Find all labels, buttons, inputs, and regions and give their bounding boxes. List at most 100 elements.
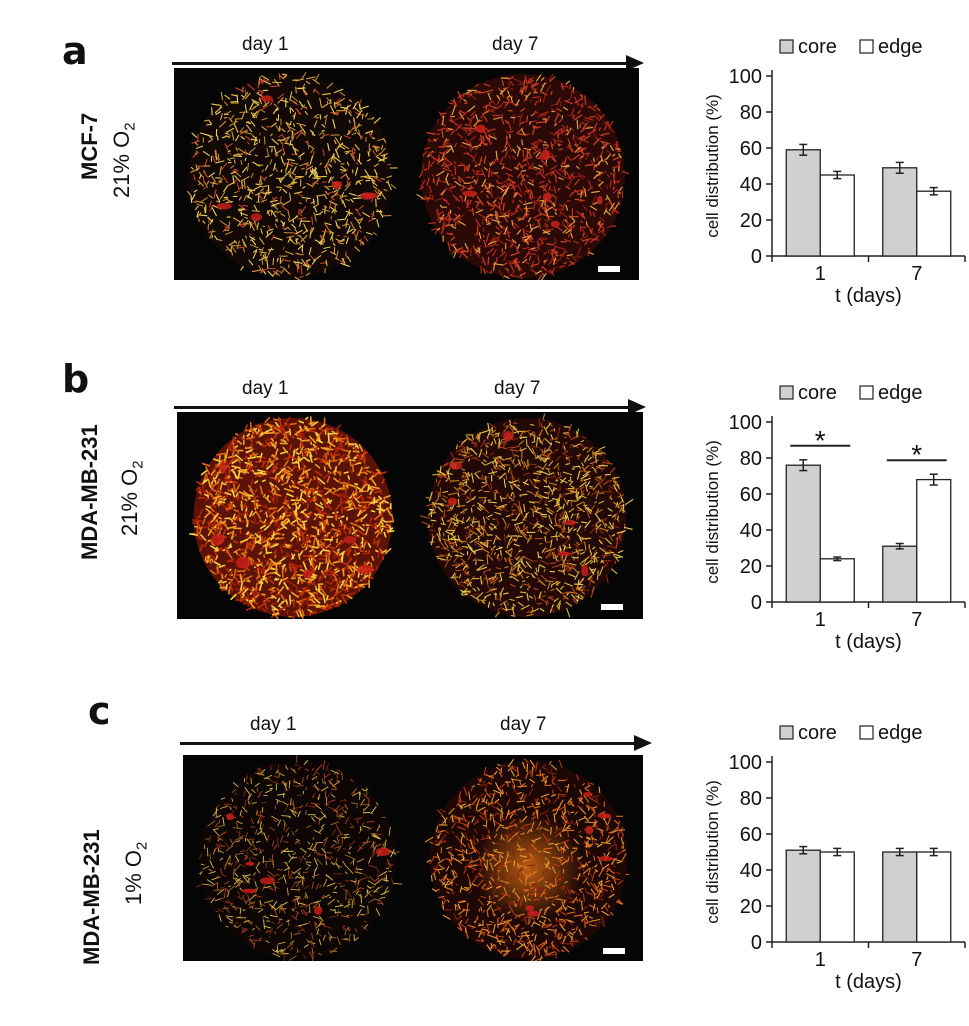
y-tick-label: 100 bbox=[729, 752, 762, 774]
y-tick-label: 20 bbox=[740, 896, 762, 918]
scale-bar bbox=[601, 604, 623, 610]
y-tick-label: 40 bbox=[740, 860, 762, 882]
y-tick-label: 0 bbox=[751, 932, 762, 954]
bar-chart-b: core edge 0 20 40 60 80 100 cell distribution (%… bbox=[660, 376, 969, 676]
cell-line-label: MDA-MB-231 bbox=[77, 424, 102, 560]
y-tick-label: 60 bbox=[740, 824, 762, 846]
time-arrow-line bbox=[172, 62, 630, 65]
chart-svg: core edge 0 20 40 60 80 100 cell distribution (%… bbox=[703, 722, 966, 993]
y-tick-label: 20 bbox=[740, 210, 762, 232]
bar-edge-day-1 bbox=[819, 174, 855, 257]
oxygen-label: 21% O2 bbox=[117, 460, 147, 536]
y-tick-label: 40 bbox=[740, 520, 762, 542]
y-tick-label: 100 bbox=[729, 412, 762, 434]
legend: core edge bbox=[779, 382, 923, 404]
oxygen-label: 1% O2 bbox=[121, 841, 151, 905]
bar-edge-day-7 bbox=[916, 190, 952, 257]
bar-edge-day-7 bbox=[916, 851, 952, 943]
panel-a: a MCF-7 21% O2 day 1 day 7 core edge 0 20 40… bbox=[0, 0, 969, 340]
time-arrow: day 1 day 7 bbox=[172, 34, 644, 71]
x-tick-label: 7 bbox=[911, 949, 922, 971]
cell-line-label: MCF-7 bbox=[77, 112, 102, 180]
spheroid-image-day1 bbox=[195, 755, 403, 961]
arrow-head-icon bbox=[634, 735, 652, 751]
legend-swatch-core bbox=[779, 725, 794, 740]
oxygen-label: 21% O2 bbox=[109, 122, 139, 198]
panel-letter: a bbox=[62, 29, 88, 73]
significance-marker: * bbox=[911, 439, 922, 470]
bar-edge-day-1 bbox=[819, 558, 855, 603]
legend-swatch-core bbox=[779, 39, 794, 54]
legend-swatch-edge bbox=[859, 39, 874, 54]
time-arrow-line bbox=[180, 742, 638, 745]
chart-svg: core edge 0 20 40 60 80 100 cell distribution (%… bbox=[703, 36, 966, 307]
micrograph-strip bbox=[174, 68, 639, 280]
arrow-head-icon bbox=[628, 399, 646, 415]
legend-label-core: core bbox=[798, 36, 837, 58]
y-tick-label: 60 bbox=[740, 138, 762, 160]
panel-letter: c bbox=[88, 689, 111, 733]
x-tick-label: 1 bbox=[815, 949, 826, 971]
x-tick-label: 1 bbox=[815, 609, 826, 631]
y-tick-label: 20 bbox=[740, 556, 762, 578]
y-tick-label: 80 bbox=[740, 788, 762, 810]
day-7-label: day 7 bbox=[492, 34, 539, 55]
day-7-label: day 7 bbox=[500, 714, 547, 735]
y-tick-label: 80 bbox=[740, 448, 762, 470]
y-axis-label: cell distribution (%) bbox=[703, 780, 722, 924]
time-arrow-line bbox=[174, 406, 632, 409]
chart-svg: core edge 0 20 40 60 80 100 cell distribution (%… bbox=[703, 382, 966, 653]
legend-label-core: core bbox=[798, 722, 837, 744]
scale-bar bbox=[598, 266, 620, 272]
bar-core-day-1 bbox=[785, 149, 821, 257]
legend: core edge bbox=[779, 722, 923, 744]
x-tick-label: 7 bbox=[911, 609, 922, 631]
bar-core-day-7 bbox=[882, 851, 918, 943]
legend: core edge bbox=[779, 36, 923, 58]
panel-letter: b bbox=[62, 357, 90, 401]
bar-chart-a: core edge 0 20 40 60 80 100 cell distribution (%… bbox=[660, 30, 969, 330]
legend-swatch-edge bbox=[859, 725, 874, 740]
bar-core-day-1 bbox=[785, 464, 821, 603]
cell-line-label: MDA-MB-231 bbox=[79, 829, 104, 965]
x-axis-label: t (days) bbox=[835, 631, 902, 653]
scale-bar bbox=[603, 948, 625, 954]
spheroid-image-day7 bbox=[424, 758, 630, 961]
legend-swatch-core bbox=[779, 385, 794, 400]
time-arrow: day 1 day 7 bbox=[174, 378, 646, 415]
y-axis-label: cell distribution (%) bbox=[703, 440, 722, 584]
y-tick-label: 80 bbox=[740, 102, 762, 124]
bar-edge-day-7 bbox=[916, 478, 952, 603]
time-arrow: day 1 day 7 bbox=[180, 714, 652, 751]
y-tick-label: 0 bbox=[751, 592, 762, 614]
legend-swatch-edge bbox=[859, 385, 874, 400]
x-tick-label: 1 bbox=[815, 263, 826, 285]
micrograph-strip bbox=[183, 755, 643, 961]
bar-core-day-7 bbox=[882, 167, 918, 257]
panel-c: c MDA-MB-231 1% O2 day 1 day 7 core edge 0… bbox=[0, 680, 969, 1020]
y-tick-label: 40 bbox=[740, 174, 762, 196]
bar-core-day-1 bbox=[785, 849, 821, 943]
arrow-head-icon bbox=[626, 55, 644, 71]
day-1-label: day 1 bbox=[242, 34, 289, 55]
x-axis-label: t (days) bbox=[835, 285, 902, 307]
micrograph-strip bbox=[177, 412, 643, 619]
spheroid-image-day1 bbox=[186, 72, 398, 280]
legend-label-edge: edge bbox=[878, 36, 923, 58]
day-7-label: day 7 bbox=[494, 378, 541, 399]
y-tick-label: 100 bbox=[729, 66, 762, 88]
y-tick-label: 0 bbox=[751, 246, 762, 268]
bar-chart-c: core edge 0 20 40 60 80 100 cell distribution (%… bbox=[660, 716, 969, 1016]
y-tick-label: 60 bbox=[740, 484, 762, 506]
spheroid-image-day1 bbox=[189, 416, 395, 619]
significance-marker: * bbox=[815, 425, 826, 456]
legend-label-edge: edge bbox=[878, 722, 923, 744]
day-1-label: day 1 bbox=[242, 378, 289, 399]
bar-edge-day-1 bbox=[819, 851, 855, 943]
legend-label-core: core bbox=[798, 382, 837, 404]
x-tick-label: 7 bbox=[911, 263, 922, 285]
x-axis-label: t (days) bbox=[835, 971, 902, 993]
spheroid-image-day7 bbox=[419, 413, 634, 618]
spheroid-image-day7 bbox=[416, 73, 629, 280]
panel-b: b MDA-MB-231 21% O2 day 1 day 7 core edge… bbox=[0, 340, 969, 680]
